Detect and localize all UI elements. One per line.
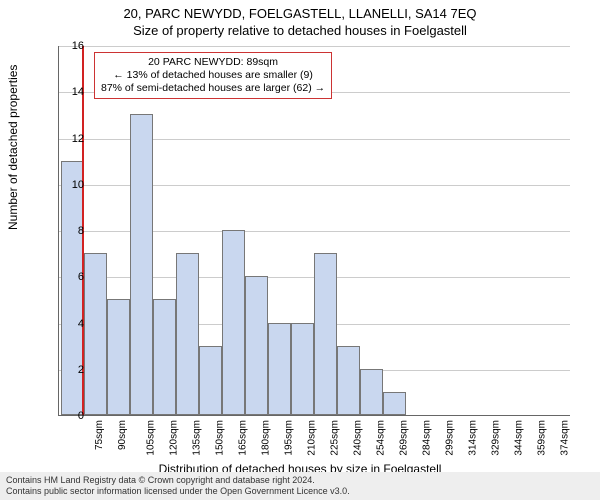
gridline (59, 46, 570, 47)
annotation-line2: ← 13% of detached houses are smaller (9) (101, 69, 325, 82)
x-tick-label: 374sqm (560, 420, 571, 456)
histogram-bar (153, 299, 176, 415)
histogram-bar (84, 253, 107, 415)
histogram-bar (107, 299, 130, 415)
x-tick-label: 90sqm (117, 420, 128, 450)
x-tick-label: 165sqm (238, 420, 249, 456)
x-tick-label: 75sqm (94, 420, 105, 450)
y-tick-label: 2 (54, 364, 84, 376)
footer-attribution: Contains HM Land Registry data © Crown c… (0, 472, 600, 500)
histogram-bar (199, 346, 222, 415)
histogram-bar (360, 369, 383, 415)
x-tick-label: 299sqm (445, 420, 456, 456)
histogram-bar (291, 323, 314, 416)
x-tick-label: 284sqm (422, 420, 433, 456)
x-tick-label: 210sqm (307, 420, 318, 456)
y-tick-label: 6 (54, 271, 84, 283)
histogram-bar (130, 114, 153, 415)
annotation-callout: 20 PARC NEWYDD: 89sqm← 13% of detached h… (94, 52, 332, 99)
x-tick-label: 269sqm (399, 420, 410, 456)
x-tick-label: 329sqm (491, 420, 502, 456)
x-tick-label: 225sqm (330, 420, 341, 456)
histogram-bar (222, 230, 245, 415)
histogram-bar (337, 346, 360, 415)
chart-title-address: 20, PARC NEWYDD, FOELGASTELL, LLANELLI, … (0, 0, 600, 21)
x-tick-label: 150sqm (215, 420, 226, 456)
y-tick-label: 10 (54, 179, 84, 191)
x-tick-label: 314sqm (468, 420, 479, 456)
x-tick-label: 135sqm (192, 420, 203, 456)
histogram-bar (383, 392, 406, 415)
histogram-bar (268, 323, 291, 416)
y-axis-label: Number of detached properties (6, 65, 20, 230)
histogram-bar (314, 253, 337, 415)
y-tick-label: 0 (54, 410, 84, 422)
x-tick-label: 195sqm (284, 420, 295, 456)
x-tick-label: 254sqm (376, 420, 387, 456)
x-tick-label: 240sqm (353, 420, 364, 456)
y-tick-label: 14 (54, 86, 84, 98)
x-tick-label: 120sqm (169, 420, 180, 456)
y-tick-label: 4 (54, 318, 84, 330)
footer-line2: Contains public sector information licen… (6, 486, 594, 497)
histogram-bar (245, 276, 268, 415)
x-tick-label: 180sqm (261, 420, 272, 456)
y-tick-label: 8 (54, 225, 84, 237)
x-tick-label: 359sqm (537, 420, 548, 456)
chart-title-subtitle: Size of property relative to detached ho… (0, 21, 600, 38)
y-tick-label: 12 (54, 133, 84, 145)
histogram-bar (61, 161, 84, 415)
x-tick-label: 105sqm (146, 420, 157, 456)
annotation-line1: 20 PARC NEWYDD: 89sqm (101, 56, 325, 69)
annotation-line3: 87% of semi-detached houses are larger (… (101, 82, 325, 95)
y-tick-label: 16 (54, 40, 84, 52)
x-tick-label: 344sqm (514, 420, 525, 456)
plot-area: 20 PARC NEWYDD: 89sqm← 13% of detached h… (58, 46, 570, 416)
footer-line1: Contains HM Land Registry data © Crown c… (6, 475, 594, 486)
histogram-bar (176, 253, 199, 415)
